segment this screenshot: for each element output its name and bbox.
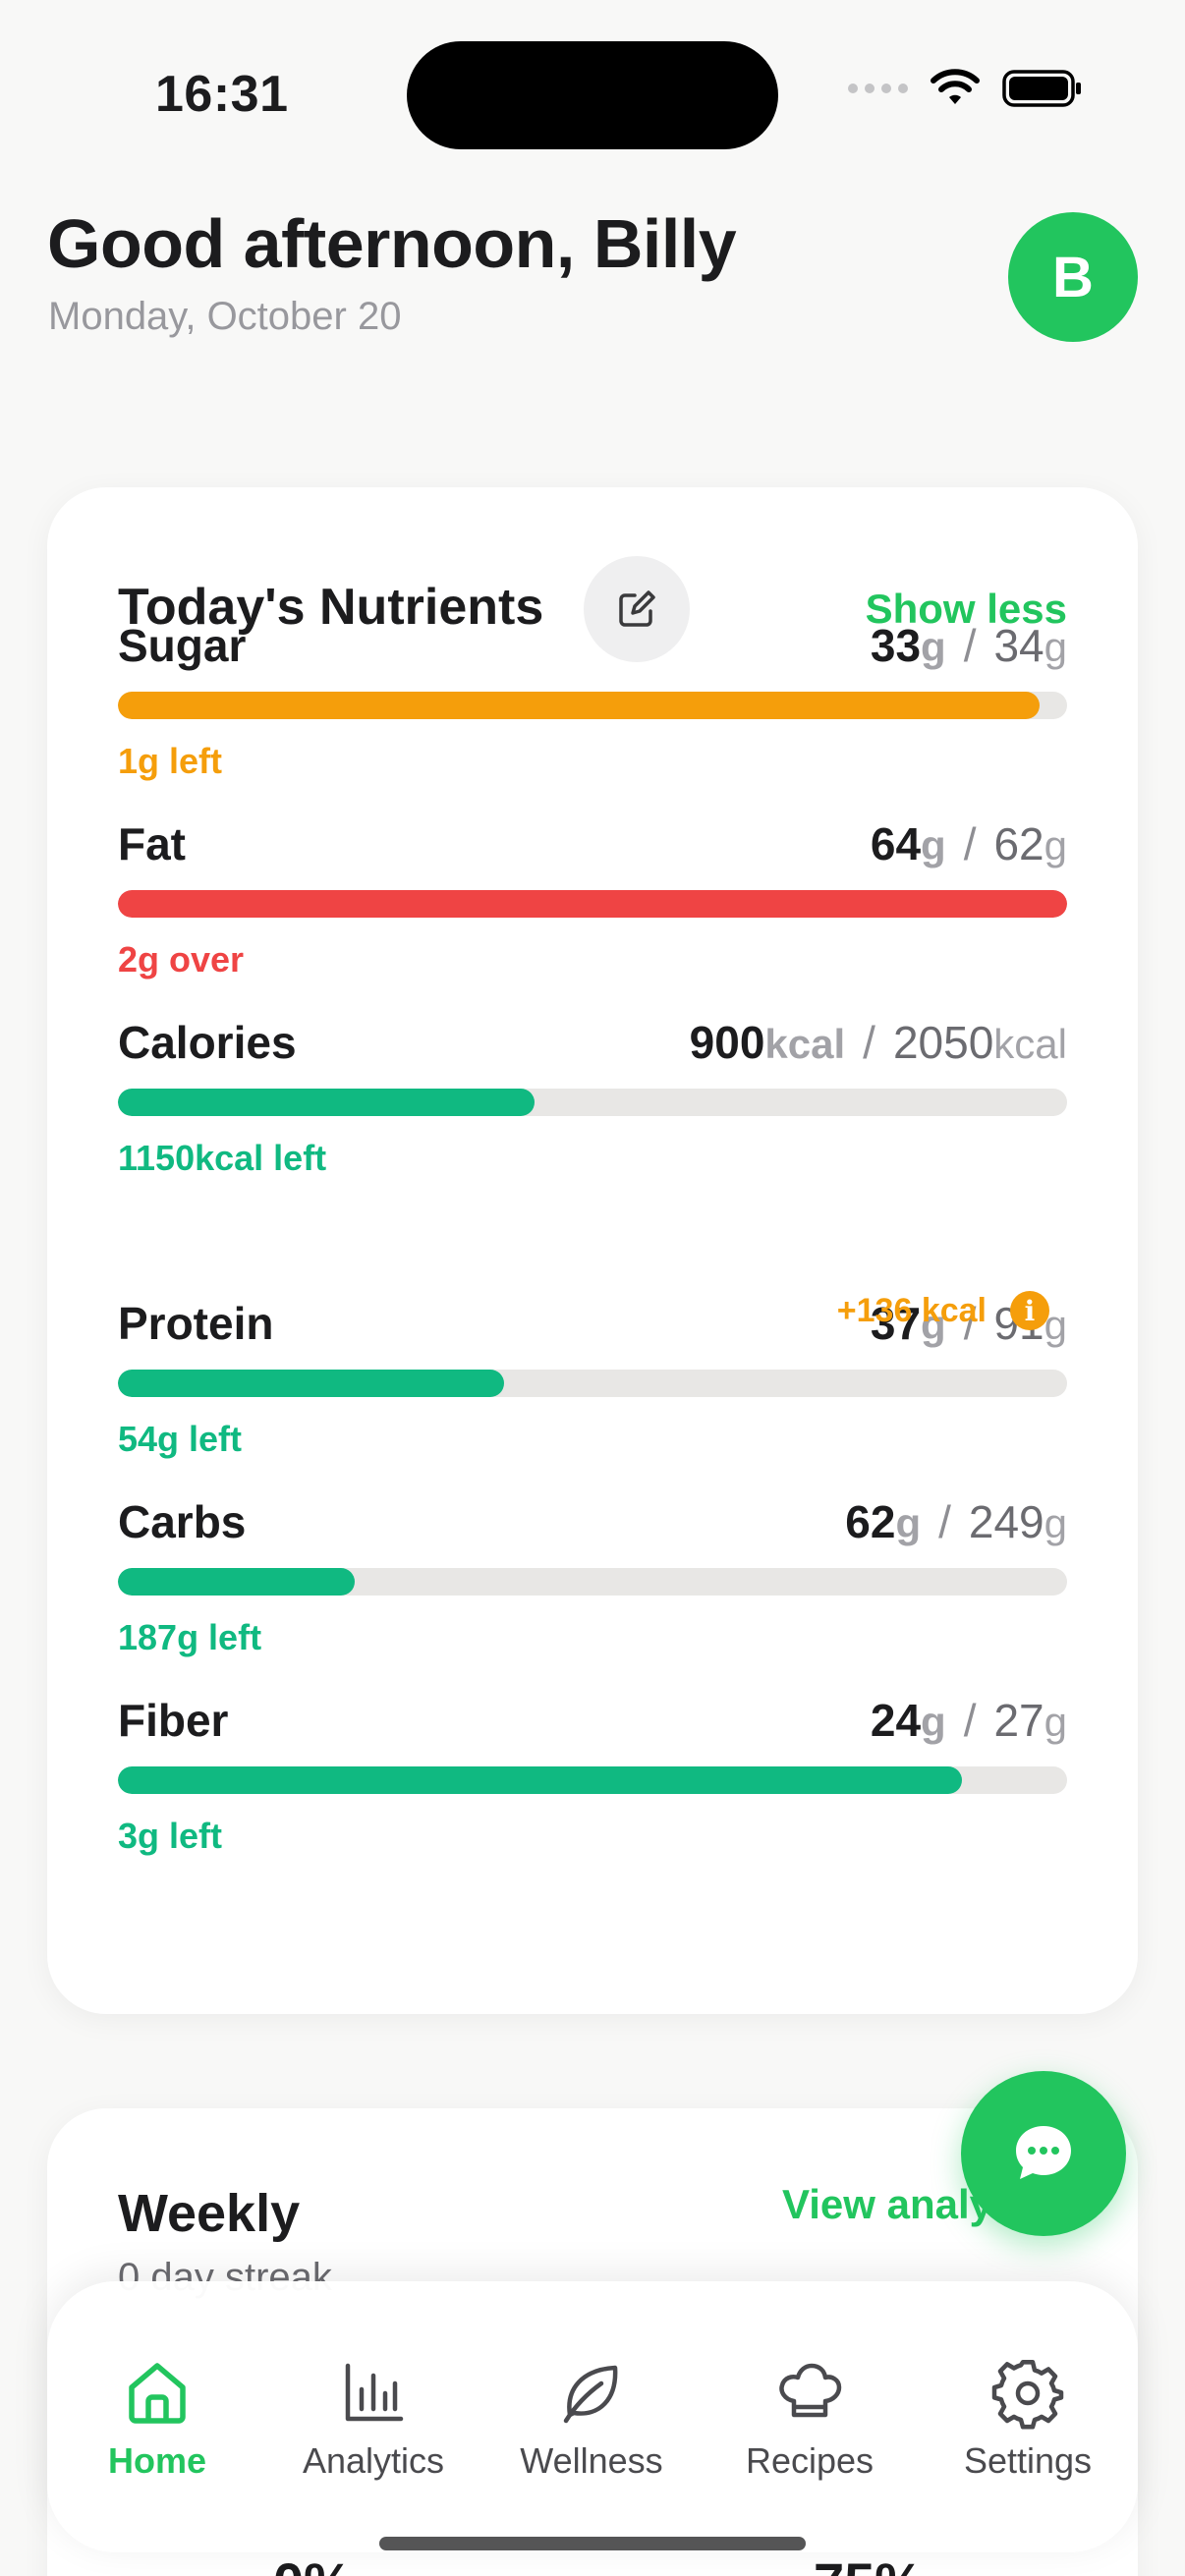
nutrient-progress-bar — [118, 1089, 1067, 1116]
nutrient-goal: 249 — [968, 1496, 1044, 1547]
nutrient-separator: / — [963, 818, 977, 869]
chat-button[interactable] — [961, 2071, 1126, 2236]
nutrient-goal-unit: g — [1044, 624, 1067, 670]
status-time: 16:31 — [155, 66, 289, 123]
page-title: Good afternoon, Billy — [47, 205, 737, 282]
nutrient-progress-fill — [118, 1568, 355, 1596]
home-icon — [129, 2363, 186, 2424]
nutrient-values: 24g/27g — [871, 1694, 1067, 1747]
nutrient-name: Protein — [118, 1298, 274, 1349]
gear-icon — [991, 2359, 1064, 2430]
nutrient-separator: / — [963, 1695, 977, 1746]
nutrient-progress-bar — [118, 1568, 1067, 1596]
weekly-stat-left: 0% — [273, 2550, 353, 2576]
nutrient-goal: 2050 — [892, 1017, 994, 1068]
nutrient-separator: / — [938, 1496, 951, 1547]
nutrient-current-unit: g — [895, 1500, 922, 1546]
nutrient-values: 900kcal/2050kcal — [690, 1016, 1067, 1069]
nutrient-current-unit: g — [921, 624, 946, 670]
nutrient-current-unit: kcal — [764, 1021, 846, 1067]
nutrients-card: Today's Nutrients Show less Sugar 33g/34g… — [47, 487, 1138, 2014]
nutrient-current: 37 — [870, 1298, 922, 1349]
bar-chart-icon — [345, 2363, 404, 2422]
nutrient-status: 1150kcal left — [118, 1138, 327, 1178]
nutrient-status: 187g left — [118, 1617, 262, 1657]
tab-wellness[interactable]: Wellness — [493, 2354, 690, 2482]
nutrient-progress-bar — [118, 1766, 1067, 1794]
dynamic-island — [407, 41, 778, 149]
nutrient-current: 24 — [870, 1695, 922, 1746]
tab-settings[interactable]: Settings — [930, 2354, 1126, 2482]
status-bar: 16:31 — [0, 0, 1185, 187]
calorie-bonus[interactable]: +136 kcal i — [837, 1291, 1049, 1330]
nutrient-progress-fill — [118, 1089, 536, 1116]
nutrient-goal-unit: g — [1044, 822, 1067, 868]
nutrient-goal: 62 — [993, 818, 1044, 869]
leaf-icon — [563, 2365, 618, 2424]
nutrient-current: 62 — [845, 1496, 896, 1547]
cellular-signal-icon — [848, 84, 908, 93]
nutrient-progress-fill — [118, 890, 1067, 918]
edit-nutrients-button[interactable] — [584, 556, 690, 662]
nutrient-name: Carbs — [118, 1496, 247, 1547]
nutrient-goal-unit: kcal — [993, 1021, 1067, 1067]
nutrient-name: Fat — [118, 818, 186, 869]
nutrient-values: 64g/62g — [871, 817, 1067, 870]
status-icons — [848, 69, 1083, 108]
nutrient-progress-bar — [118, 1370, 1067, 1397]
nutrient-separator: / — [863, 1017, 875, 1068]
show-less-button[interactable]: Show less — [865, 586, 1067, 632]
tab-recipes-label: Recipes — [745, 2440, 875, 2481]
nutrient-name: Fiber — [118, 1695, 229, 1746]
tab-wellness-label: Wellness — [520, 2440, 663, 2481]
chef-hat-icon — [779, 2363, 842, 2418]
nutrient-values: 33g/34g — [871, 619, 1067, 672]
battery-icon — [1002, 70, 1081, 107]
home-indicator — [379, 2537, 806, 2550]
nutrient-status: 3g left — [118, 1816, 223, 1856]
wifi-icon — [931, 69, 980, 104]
nutrient-current-unit: g — [921, 822, 946, 868]
edit-icon — [619, 590, 655, 627]
nutrient-goal: 34 — [993, 620, 1044, 671]
nutrient-current: 900 — [689, 1017, 765, 1068]
nutrient-name: Calories — [118, 1017, 297, 1068]
nutrient-current-unit: g — [921, 1699, 946, 1745]
nutrient-name: Sugar — [118, 620, 247, 671]
tab-home[interactable]: Home — [59, 2354, 255, 2482]
tab-bar: Home Analytics Wellness Recipes Settings — [47, 2281, 1138, 2552]
chat-bubble-icon — [1016, 2126, 1071, 2179]
nutrient-progress-fill — [118, 1766, 962, 1794]
nutrient-separator: / — [963, 1298, 977, 1349]
date-label: Monday, October 20 — [48, 295, 402, 338]
nutrient-goal-unit: g — [1044, 1302, 1067, 1348]
avatar[interactable]: B — [1008, 212, 1138, 342]
nutrient-progress-bar — [118, 890, 1067, 918]
nutrient-current: 33 — [870, 620, 922, 671]
tab-analytics-label: Analytics — [302, 2440, 445, 2481]
nutrient-goal-unit: g — [1044, 1500, 1067, 1546]
info-icon[interactable]: i — [1010, 1291, 1049, 1330]
weekly-stat-right: 75% — [814, 2550, 924, 2576]
tab-analytics[interactable]: Analytics — [275, 2354, 472, 2482]
nutrient-goal: 27 — [993, 1695, 1044, 1746]
nutrient-separator: / — [963, 620, 977, 671]
tab-settings-label: Settings — [963, 2440, 1093, 2481]
nutrient-status: 54g left — [118, 1419, 243, 1459]
nutrient-status: 1g left — [118, 741, 223, 781]
nutrient-current: 64 — [870, 818, 922, 869]
nutrient-status: 2g over — [118, 939, 245, 980]
tab-recipes[interactable]: Recipes — [711, 2354, 908, 2482]
nutrients-card-title: Today's Nutrients — [118, 579, 544, 636]
tab-home-label: Home — [107, 2440, 207, 2481]
nutrient-current-unit: g — [921, 1302, 946, 1348]
nutrient-goal-unit: g — [1044, 1699, 1067, 1745]
nutrient-progress-fill — [118, 1370, 505, 1397]
nutrient-progress-fill — [118, 692, 1040, 719]
nutrient-values: 62g/249g — [845, 1495, 1067, 1548]
weekly-card-title: Weekly — [118, 2184, 301, 2243]
nutrient-progress-bar — [118, 692, 1067, 719]
calorie-bonus-label: +136 kcal — [836, 1291, 987, 1329]
